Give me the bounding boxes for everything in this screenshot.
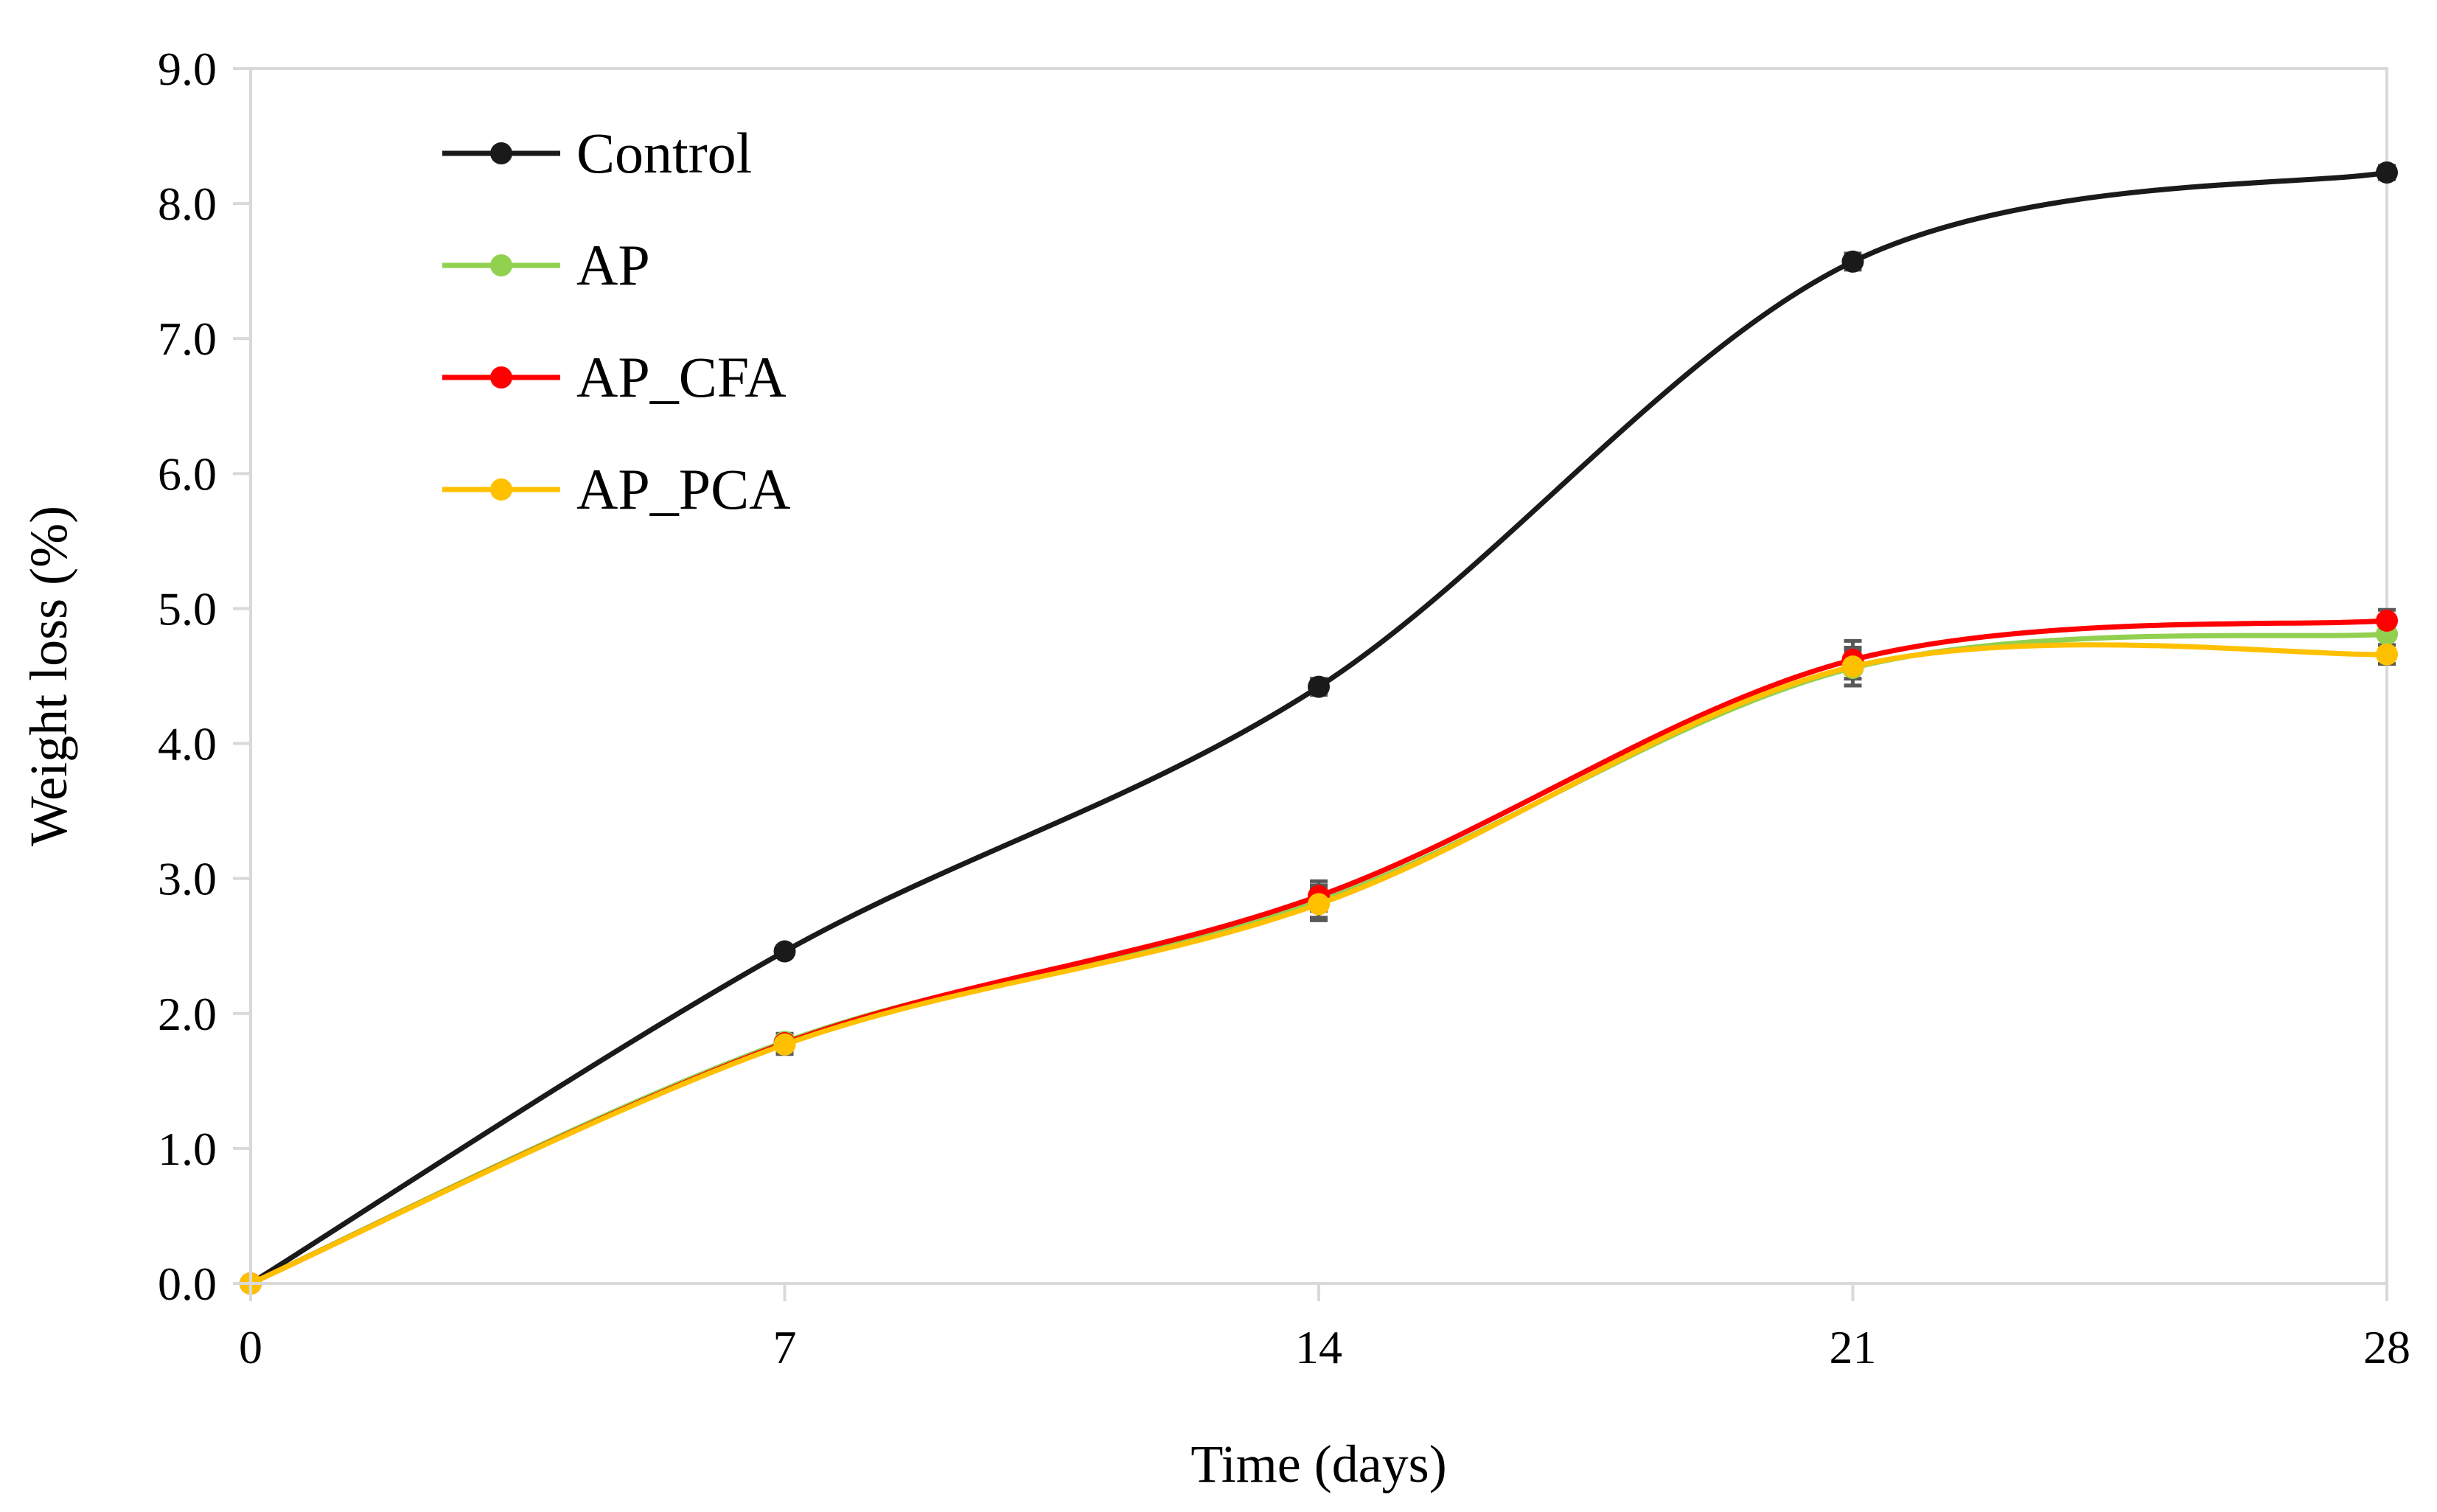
data-point-ap-pca bbox=[773, 1033, 796, 1056]
series-line-ap-pca bbox=[248, 642, 2390, 1286]
y-tick-label: 3.0 bbox=[158, 853, 217, 905]
x-tick-label: 7 bbox=[773, 1321, 797, 1373]
data-point-ap-cfa bbox=[2376, 609, 2398, 632]
error-bars bbox=[775, 164, 2396, 1056]
legend-marker-ap-cfa bbox=[490, 366, 512, 389]
y-tick-label: 6.0 bbox=[158, 447, 217, 500]
legend: Control AP AP_CFA AP_PCA bbox=[442, 121, 790, 521]
y-axis-title: Weight loss (%) bbox=[19, 506, 78, 846]
series-line-control bbox=[248, 170, 2390, 1286]
axes bbox=[233, 67, 2388, 1301]
data-point-control bbox=[2376, 161, 2398, 184]
series-line-ap bbox=[248, 631, 2390, 1286]
y-tick-label: 9.0 bbox=[158, 43, 217, 95]
y-tick-label: 5.0 bbox=[158, 582, 217, 635]
series-lines bbox=[240, 161, 2398, 1295]
y-tick-label: 7.0 bbox=[158, 313, 217, 365]
x-tick-label: 28 bbox=[2363, 1321, 2410, 1373]
x-tick-label: 0 bbox=[239, 1321, 262, 1373]
x-tick-label: 21 bbox=[1830, 1321, 1877, 1373]
y-tick-label: 4.0 bbox=[158, 718, 217, 770]
data-point-control bbox=[773, 940, 796, 963]
legend-marker-control bbox=[490, 142, 512, 164]
data-point-ap-pca bbox=[2376, 643, 2398, 666]
legend-marker-ap-pca bbox=[490, 478, 512, 501]
legend-label-ap-pca: AP_PCA bbox=[576, 457, 790, 521]
legend-label-control: Control bbox=[576, 121, 752, 185]
legend-label-ap-cfa: AP_CFA bbox=[576, 345, 787, 409]
data-point-ap-pca bbox=[1841, 655, 1864, 678]
y-tick-label: 8.0 bbox=[158, 178, 217, 230]
y-tick-label: 2.0 bbox=[158, 988, 217, 1040]
data-point-control bbox=[1308, 675, 1330, 698]
series-line-ap-cfa bbox=[248, 618, 2390, 1286]
y-tick-label: 0.0 bbox=[158, 1258, 217, 1310]
legend-label-ap: AP bbox=[576, 233, 650, 297]
data-point-ap-pca bbox=[1308, 893, 1330, 916]
tick-labels: 0.0 1.0 2.0 3.0 4.0 5.0 6.0 7.0 8.0 9.0 0 7 14 21 28 bbox=[158, 43, 2410, 1373]
x-tick-label: 14 bbox=[1295, 1321, 1342, 1373]
x-axis-title: Time (days) bbox=[1190, 1435, 1446, 1494]
legend-marker-ap bbox=[490, 254, 512, 276]
y-tick-label: 1.0 bbox=[158, 1123, 217, 1175]
data-point-control bbox=[1841, 250, 1864, 273]
